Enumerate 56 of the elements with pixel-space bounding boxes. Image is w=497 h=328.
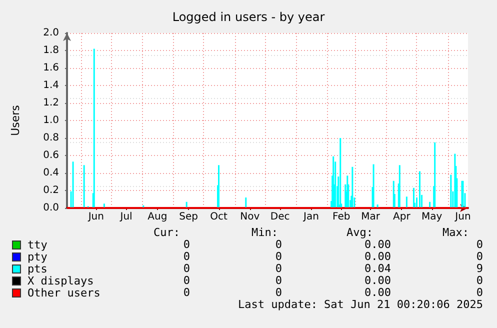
text: Max: (442, 226, 470, 239)
text: 0.00 (364, 238, 392, 251)
text: Last update: Sat Jun 21 00:20:06 2025 (238, 298, 484, 311)
x-tick-label: Oct (210, 212, 228, 222)
legend-label: tty (28, 238, 48, 252)
text: 0.04 (364, 262, 392, 275)
x-tick-label: Sep (179, 212, 198, 222)
x-tick-label: Jun (454, 212, 471, 222)
y-tick-label: 0.2 (43, 185, 59, 196)
x-tick-label: Jun (87, 212, 104, 222)
y-tick-label: 1.2 (43, 98, 59, 108)
x-tick-label: Jul (119, 212, 132, 222)
y-tick-label: 0.8 (43, 132, 59, 144)
text: 0 (275, 262, 282, 275)
text: 0 (275, 274, 282, 287)
y-tick-label: 0.4 (43, 168, 59, 178)
text: 9 (476, 262, 483, 275)
x-tick-label: Aug (148, 212, 168, 222)
x-tick-label: Apr (393, 212, 412, 222)
x-tick-label: Dec (270, 212, 290, 222)
text: 0 (183, 262, 190, 275)
text: 0 (275, 286, 282, 299)
legend-label: pts (28, 262, 48, 276)
text: 0.00 (364, 274, 392, 287)
x-tick-label: Jan (302, 212, 319, 222)
legend-label: Other users (28, 286, 100, 300)
chart-title: Logged in users - by year (172, 10, 325, 24)
y-tick-label: 0.0 (43, 202, 59, 214)
text: Cur: (154, 226, 180, 239)
y-tick-label: 0.6 (43, 150, 59, 161)
text: 0.00 (364, 250, 392, 263)
y-tick-label: 1.4 (43, 80, 59, 91)
text: Avg: (346, 226, 374, 239)
text: 0 (183, 274, 190, 287)
x-tick-label: Feb (332, 212, 350, 222)
x-tick-label: Nov (240, 212, 260, 222)
text: 0 (183, 238, 190, 251)
y-tick-label: 1.0 (43, 115, 59, 126)
text: 0 (275, 238, 282, 251)
x-tick-label: Mar (361, 212, 381, 222)
y-axis-title: Users (9, 104, 22, 136)
y-tick-label: 2.0 (43, 28, 59, 38)
text: 0 (275, 250, 282, 263)
y-tick-label: 1.6 (43, 62, 59, 74)
text: 0.00 (364, 286, 392, 299)
text: 0 (183, 250, 190, 263)
text: 0 (476, 286, 483, 299)
text: 0 (183, 286, 190, 299)
text: 0 (476, 250, 483, 263)
text: 0 (476, 238, 483, 251)
legend-label: X displays (28, 274, 94, 288)
legend-label: pty (28, 250, 48, 264)
text: 0 (476, 274, 483, 287)
text: Min: (252, 226, 278, 239)
x-tick-label: May (421, 212, 442, 222)
y-tick-label: 1.8 (43, 45, 59, 56)
